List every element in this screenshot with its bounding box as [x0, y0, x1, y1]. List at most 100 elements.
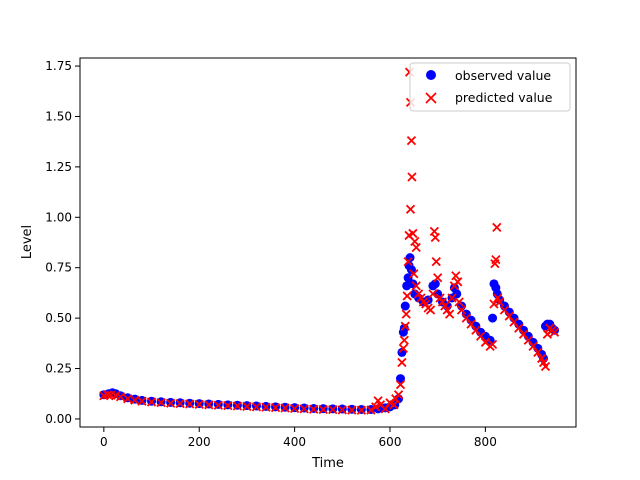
predicted-point: [403, 257, 413, 267]
predicted-point: [137, 396, 147, 406]
predicted-point: [475, 331, 486, 341]
predicted-point: [549, 327, 560, 337]
predicted-point: [130, 395, 140, 405]
predicted-point: [408, 228, 418, 239]
predicted-point: [430, 232, 440, 243]
legend-predicted-marker: [425, 92, 437, 104]
predicted-point: [318, 404, 328, 415]
legend-predicted-label: predicted value: [455, 90, 553, 105]
predicted-point: [115, 392, 126, 402]
observed-point: [405, 253, 415, 263]
predicted-point: [487, 339, 498, 349]
predicted-point: [146, 397, 157, 407]
predicted-point: [461, 313, 471, 323]
predicted-point: [395, 380, 406, 390]
predicted-point: [425, 305, 436, 315]
observed-point: [400, 301, 410, 311]
y-axis: 0.00 0.25 0.50 0.75 1.00 1.25 1.50 1.75: [45, 59, 80, 426]
observed-point: [488, 313, 498, 323]
predicted-point: [194, 399, 204, 410]
predicted-point: [337, 405, 347, 415]
predicted-point: [175, 398, 185, 409]
observed-point: [395, 374, 405, 384]
x-tick-label: 200: [188, 435, 211, 449]
legend-observed-label: observed value: [455, 68, 551, 83]
predicted-point: [454, 297, 464, 307]
predicted-point: [489, 299, 499, 309]
x-tick-label: 400: [283, 435, 306, 449]
predicted-point: [411, 281, 421, 291]
predicted-point: [223, 400, 233, 411]
predicted-point: [371, 402, 381, 412]
observed-point: [406, 265, 416, 275]
predicted-point: [366, 405, 376, 415]
predicted-point: [356, 405, 367, 415]
predicted-point: [398, 343, 408, 353]
y-tick-label: 1.50: [45, 109, 72, 123]
predicted-point: [428, 289, 438, 299]
predicted-point: [540, 361, 551, 372]
predicted-point: [156, 397, 166, 408]
x-tick-label: 800: [474, 435, 497, 449]
predicted-point: [409, 269, 419, 279]
predicted-point: [431, 257, 441, 267]
plot-area: [79, 57, 577, 428]
predicted-point: [270, 403, 281, 413]
predicted-point: [411, 242, 421, 253]
predicted-point: [407, 172, 417, 182]
predicted-point: [123, 394, 133, 404]
predicted-point: [380, 404, 390, 414]
predicted-point: [433, 273, 443, 283]
predicted-point: [466, 319, 476, 329]
predicted-point: [499, 305, 510, 315]
y-tick-label: 0.75: [45, 261, 72, 275]
y-tick-label: 1.75: [45, 59, 72, 73]
predicted-point: [232, 401, 243, 411]
predicted-point: [444, 309, 455, 319]
predicted-point: [492, 222, 502, 233]
x-tick-label: 600: [379, 435, 402, 449]
predicted-point: [514, 323, 524, 333]
predicted-point: [165, 398, 176, 408]
predicted-point: [523, 335, 533, 345]
predicted-point: [447, 293, 457, 303]
legend-observed-marker: [426, 70, 436, 80]
y-tick-label: 1.00: [45, 210, 72, 224]
predicted-point: [400, 321, 410, 331]
predicted-point: [299, 404, 309, 414]
predicted-point: [405, 204, 416, 214]
observed-point: [430, 279, 440, 289]
predicted-point: [393, 390, 404, 400]
predicted-point: [185, 399, 195, 409]
y-tick-label: 0.50: [45, 311, 72, 325]
predicted-point: [251, 402, 262, 412]
predicted-point: [504, 311, 514, 321]
predicted-point: [401, 309, 411, 319]
predicted-point: [213, 400, 223, 410]
observed-point: [423, 295, 433, 305]
legend: observed value predicted value: [409, 62, 571, 112]
x-axis-label: Time: [311, 456, 344, 471]
x-tick-label: 0: [100, 435, 108, 449]
observed-point: [403, 273, 413, 283]
y-tick-label: 0.00: [45, 412, 72, 426]
predicted-point: [471, 325, 481, 335]
predicted-point: [491, 255, 501, 265]
predicted-point: [533, 347, 543, 358]
predicted-point: [399, 335, 409, 345]
predicted-series: [99, 67, 560, 415]
predicted-point: [309, 404, 319, 414]
predicted-point: [402, 291, 412, 301]
x-axis: 0 200 400 600 800: [100, 427, 497, 449]
predicted-point: [509, 317, 519, 327]
predicted-point: [406, 136, 417, 146]
predicted-point: [397, 357, 407, 368]
predicted-point: [289, 403, 300, 414]
predicted-point: [453, 277, 463, 287]
y-tick-label: 0.25: [45, 362, 72, 376]
legend-box: [409, 62, 571, 112]
predicted-point: [280, 403, 290, 413]
predicted-point: [518, 329, 529, 339]
predicted-point: [103, 390, 113, 400]
